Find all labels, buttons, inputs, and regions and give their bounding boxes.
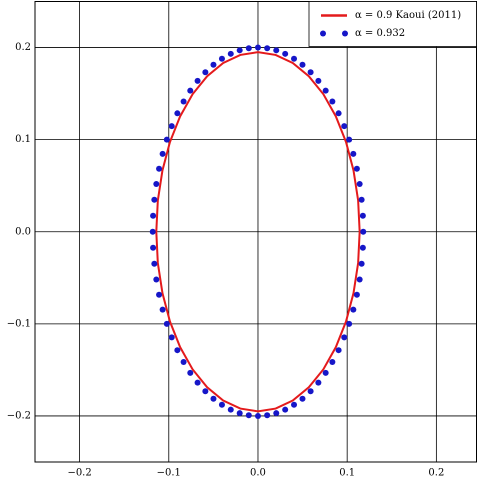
x-tick-label: −0.2 bbox=[67, 468, 91, 479]
y-tick-label: −0.2 bbox=[7, 410, 31, 421]
scatter-point bbox=[163, 136, 170, 143]
scatter-point bbox=[315, 379, 322, 386]
scatter-point bbox=[159, 150, 166, 157]
scatter-point bbox=[180, 98, 187, 105]
y-tick-label: 0.1 bbox=[15, 134, 31, 145]
scatter-point bbox=[210, 61, 217, 68]
scatter-point bbox=[264, 45, 271, 52]
scatter-point bbox=[156, 291, 163, 298]
scatter-point bbox=[350, 306, 357, 313]
series-line bbox=[155, 51, 361, 413]
scatter-point bbox=[149, 228, 156, 235]
scatter-point bbox=[341, 334, 348, 341]
scatter-point bbox=[359, 212, 366, 219]
scatter-point bbox=[360, 228, 367, 235]
scatter-point bbox=[156, 165, 163, 172]
scatter-point bbox=[358, 260, 365, 267]
legend-swatch bbox=[342, 30, 348, 37]
scatter-point bbox=[210, 395, 217, 402]
scatter-point bbox=[202, 388, 209, 395]
scatter-point bbox=[194, 77, 201, 84]
y-tick-label: 0.2 bbox=[15, 42, 31, 53]
scatter-point bbox=[168, 334, 175, 341]
scatter-point bbox=[353, 165, 360, 172]
legend-box bbox=[308, 1, 477, 47]
scatter-point bbox=[153, 181, 160, 188]
scatter-point bbox=[180, 358, 187, 365]
scatter-point bbox=[341, 123, 348, 130]
scatter-point bbox=[335, 347, 342, 354]
scatter-point bbox=[315, 77, 322, 84]
scatter-point bbox=[254, 412, 261, 419]
scatter-point bbox=[307, 388, 314, 395]
scatter-point bbox=[299, 61, 306, 68]
scatter-point bbox=[236, 410, 243, 417]
x-tick-label: −0.1 bbox=[157, 468, 181, 479]
scatter-point bbox=[322, 87, 329, 94]
scatter-point bbox=[358, 196, 365, 203]
scatter-point bbox=[194, 379, 201, 386]
scatter-point bbox=[218, 55, 225, 62]
scatter-point bbox=[264, 412, 271, 419]
scatter-point bbox=[202, 69, 209, 76]
scatter-point bbox=[159, 306, 166, 313]
scatter-point bbox=[350, 150, 357, 157]
scatter-point bbox=[282, 406, 289, 413]
scatter-point bbox=[163, 320, 170, 327]
scatter-point bbox=[346, 136, 353, 143]
scatter-point bbox=[150, 244, 157, 251]
scatter-point bbox=[356, 276, 363, 283]
scatter-point bbox=[227, 406, 234, 413]
scatter-point bbox=[353, 291, 360, 298]
scatter-point bbox=[254, 44, 261, 51]
legend-label: α = 0.9 Kaoui (2011) bbox=[355, 10, 461, 21]
legend-swatch bbox=[320, 30, 326, 37]
scatter-point bbox=[307, 69, 314, 76]
scatter-point bbox=[329, 98, 336, 105]
scatter-point bbox=[273, 410, 280, 417]
scatter-point bbox=[245, 412, 252, 419]
scatter-point bbox=[187, 369, 194, 376]
scatter-point bbox=[168, 123, 175, 130]
scatter-point bbox=[335, 110, 342, 117]
x-tick-label: 0.2 bbox=[428, 468, 444, 479]
scatter-point bbox=[150, 212, 157, 219]
scatter-point bbox=[291, 401, 298, 408]
y-tick-label: −0.1 bbox=[7, 318, 31, 329]
x-tick-label: 0.1 bbox=[339, 468, 355, 479]
scatter-point bbox=[151, 196, 158, 203]
scatter-point bbox=[174, 347, 181, 354]
x-tick-label: 0.0 bbox=[250, 468, 266, 479]
scatter-point bbox=[218, 401, 225, 408]
y-tick-label: 0.0 bbox=[15, 226, 31, 237]
scatter-point bbox=[187, 87, 194, 94]
scatter-point bbox=[329, 358, 336, 365]
scatter-point bbox=[282, 50, 289, 57]
scatter-point bbox=[359, 244, 366, 251]
scatter-point bbox=[299, 395, 306, 402]
scatter-point bbox=[245, 45, 252, 52]
scatter-point bbox=[322, 369, 329, 376]
scatter-point bbox=[151, 260, 158, 267]
scatter-point bbox=[174, 110, 181, 117]
scatter-point bbox=[346, 320, 353, 327]
scatter-point bbox=[153, 276, 160, 283]
scatter-point bbox=[273, 47, 280, 54]
scatter-point bbox=[236, 47, 243, 54]
legend-label: α = 0.932 bbox=[355, 28, 405, 39]
scatter-point bbox=[227, 50, 234, 57]
scatter-point bbox=[291, 55, 298, 62]
scatter-point bbox=[356, 181, 363, 188]
